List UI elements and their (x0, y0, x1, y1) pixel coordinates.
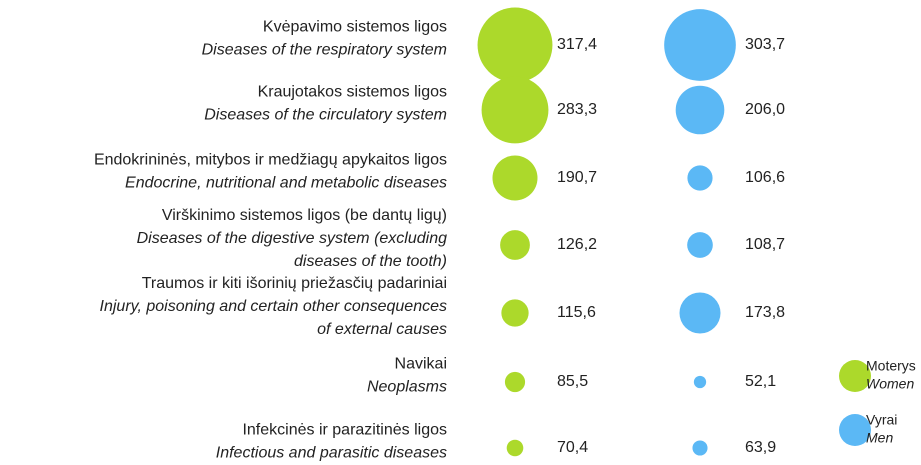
bubble (675, 85, 725, 135)
bubble (477, 7, 553, 83)
bubble (687, 165, 713, 191)
bubble (500, 230, 530, 260)
category-label: Virškinimo sistemos ligos (be dantų ligų… (162, 207, 447, 224)
bubble (481, 76, 549, 144)
value-label: 126,2 (557, 236, 597, 253)
legend-translation: Men (866, 430, 893, 446)
category-translation: Diseases of the digestive system (exclud… (137, 230, 447, 247)
value-label: 70,4 (557, 439, 588, 456)
category-label: Kraujotakos sistemos ligos (258, 84, 447, 101)
bubble (692, 440, 708, 456)
category-translation: Neoplasms (367, 379, 447, 396)
bubble (506, 439, 524, 457)
bubble (664, 9, 736, 81)
bubble (492, 155, 538, 201)
category-label: Infekcinės ir parazitinės ligos (242, 422, 447, 439)
bubble (693, 375, 707, 389)
category-translation: diseases of the tooth) (294, 253, 447, 270)
legend-swatch (839, 414, 871, 446)
legend-translation: Women (866, 376, 914, 392)
value-label: 283,3 (557, 101, 597, 118)
category-label: Navikai (395, 356, 447, 373)
category-translation: Injury, poisoning and certain other cons… (100, 298, 447, 315)
value-label: 317,4 (557, 36, 597, 53)
value-label: 63,9 (745, 439, 776, 456)
bubble (501, 299, 529, 327)
value-label: 173,8 (745, 304, 785, 321)
value-label: 85,5 (557, 373, 588, 390)
value-label: 115,6 (557, 304, 596, 321)
value-label: 303,7 (745, 36, 785, 53)
bubble (679, 292, 721, 334)
category-translation: Endocrine, nutritional and metabolic dis… (125, 175, 447, 192)
category-label: Traumos ir kiti išorinių priežasčių pada… (142, 275, 447, 292)
value-label: 206,0 (745, 101, 785, 118)
value-label: 106,6 (745, 169, 785, 186)
value-label: 190,7 (557, 169, 597, 186)
category-label: Kvėpavimo sistemos ligos (263, 19, 447, 36)
category-translation: Infectious and parasitic diseases (216, 445, 447, 462)
category-translation: Diseases of the circulatory system (204, 107, 447, 124)
category-translation: Diseases of the respiratory system (202, 42, 447, 59)
category-label: Endokrininės, mitybos ir medžiagų apykai… (94, 152, 447, 169)
bubble (687, 232, 713, 258)
bubble (504, 371, 526, 393)
legend-label: Vyrai (866, 412, 897, 428)
legend-label: Moterys (866, 358, 916, 374)
legend-swatch (839, 360, 871, 392)
value-label: 108,7 (745, 236, 785, 253)
category-translation: of external causes (317, 321, 447, 338)
value-label: 52,1 (745, 373, 776, 390)
